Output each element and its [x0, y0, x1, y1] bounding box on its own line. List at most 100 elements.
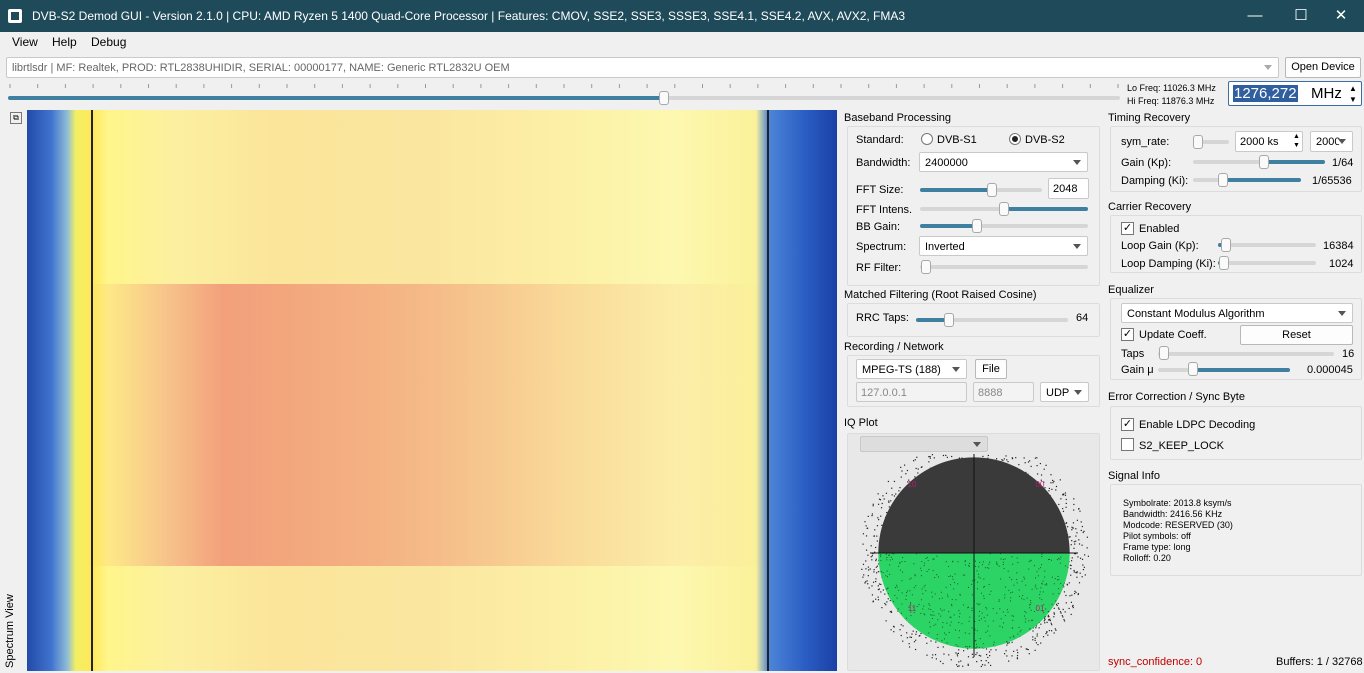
sym-rate-slider[interactable]	[1193, 135, 1203, 149]
window-title: DVB-S2 Demod GUI - Version 2.1.0 | CPU: …	[32, 9, 906, 23]
timing-damping-value: 1/65536	[1312, 175, 1352, 187]
iq-plot[interactable]: 10 00 11 01	[847, 433, 1100, 671]
device-select-value: librtlsdr | MF: Realtek, PROD: RTL2838UH…	[12, 62, 510, 74]
chevron-down-icon	[1338, 311, 1346, 316]
recording-group	[847, 355, 1100, 407]
protocol-select[interactable]: UDP	[1040, 382, 1089, 402]
minimize-button[interactable]: —	[1247, 7, 1263, 24]
eq-gain-value: 0.000045	[1307, 364, 1353, 376]
menu-view[interactable]: View	[12, 35, 38, 49]
equalizer-title: Equalizer	[1108, 284, 1154, 296]
equalizer-algorithm-select[interactable]: Constant Modulus Algorithm	[1121, 303, 1353, 323]
undock-icon[interactable]: ⧉	[10, 112, 22, 124]
device-select[interactable]: librtlsdr | MF: Realtek, PROD: RTL2838UH…	[6, 57, 1279, 78]
eq-gain-label: Gain μ	[1121, 364, 1154, 376]
bb-gain-slider[interactable]	[972, 219, 982, 233]
dvb-s1-radio[interactable]	[921, 133, 933, 145]
iq-symbol-mark: 00	[1036, 480, 1045, 489]
fft-size-input[interactable]: 2048	[1048, 178, 1089, 199]
sym-rate-select[interactable]: 2000	[1310, 131, 1353, 152]
signal-symbolrate: Symbolrate: 2013.8 ksym/s	[1123, 498, 1232, 508]
iq-symbol-mark: 01	[1036, 604, 1045, 613]
taps-slider[interactable]	[1159, 346, 1169, 360]
ldpc-checkbox[interactable]: ✓	[1121, 418, 1134, 431]
reset-button[interactable]: Reset	[1240, 325, 1353, 345]
file-button[interactable]: File	[975, 359, 1007, 379]
rf-filter-slider[interactable]	[921, 260, 931, 274]
signal-bandwidth: Bandwidth: 2416.56 KHz	[1123, 509, 1223, 519]
timing-damping-slider[interactable]	[1218, 173, 1228, 187]
spectrum-waterfall[interactable]	[27, 110, 837, 671]
loop-damping-slider[interactable]	[1219, 256, 1229, 270]
update-coeff-checkbox[interactable]: ✓	[1121, 328, 1134, 341]
loop-damping-label: Loop Damping (Ki):	[1121, 258, 1216, 270]
spin-up-icon[interactable]: ▲	[1349, 84, 1357, 93]
iq-symbol-mark: 11	[908, 604, 917, 613]
iq-mode-select[interactable]	[860, 436, 988, 452]
dvb-s1-label: DVB-S1	[937, 134, 977, 146]
chevron-down-icon	[1074, 390, 1082, 395]
keep-lock-checkbox[interactable]	[1121, 438, 1134, 451]
chevron-down-icon	[1073, 244, 1081, 249]
signal-group	[1110, 484, 1362, 576]
taps-value: 16	[1342, 348, 1355, 360]
port-input[interactable]: 8888	[973, 382, 1034, 402]
iq-title: IQ Plot	[844, 417, 878, 429]
standard-label: Standard:	[856, 134, 904, 146]
open-device-button[interactable]: Open Device	[1285, 57, 1361, 78]
timing-group	[1110, 126, 1362, 192]
dvb-s2-radio[interactable]	[1009, 133, 1021, 145]
spin-down-icon[interactable]: ▼	[1349, 95, 1357, 104]
sym-rate-spinbox[interactable]: 2000 ks ▲ ▼	[1235, 131, 1303, 152]
frequency-slider[interactable]	[8, 84, 1120, 105]
carrier-enabled-checkbox[interactable]: ✓	[1121, 222, 1134, 235]
rrc-taps-slider[interactable]	[944, 313, 954, 327]
menu-help[interactable]: Help	[52, 35, 77, 49]
loop-damping-value: 1024	[1329, 258, 1354, 270]
close-button[interactable]: ✕	[1334, 7, 1348, 24]
equalizer-algorithm-value: Constant Modulus Algorithm	[1127, 308, 1265, 320]
frequency-spinbox[interactable]: 1276,272 MHz ▲ ▼	[1228, 81, 1362, 106]
error-group	[1110, 406, 1362, 460]
baseband-group	[847, 126, 1100, 286]
ldpc-label: Enable LDPC Decoding	[1139, 419, 1256, 431]
timing-gain-slider[interactable]	[1259, 155, 1269, 169]
menu-bar: View Help Debug	[0, 32, 1364, 53]
format-value: MPEG-TS (188)	[862, 364, 941, 376]
loop-gain-value: 16384	[1323, 240, 1354, 252]
keep-lock-label: S2_KEEP_LOCK	[1139, 440, 1224, 452]
error-title: Error Correction / Sync Byte	[1108, 391, 1245, 403]
signal-modcode: Modcode: RESERVED (30)	[1123, 520, 1233, 530]
frequency-slider-handle[interactable]	[659, 91, 669, 105]
frequency-value: 1276,272	[1233, 85, 1298, 102]
eq-gain-slider[interactable]	[1188, 362, 1198, 376]
fft-intens-slider[interactable]	[999, 202, 1009, 216]
frequency-ticks	[9, 84, 1119, 88]
signal-frame-type: Frame type: long	[1123, 542, 1191, 552]
baseband-title: Baseband Processing	[844, 112, 952, 124]
ip-input[interactable]: 127.0.0.1	[856, 382, 967, 402]
maximize-button[interactable]: ☐	[1294, 7, 1308, 24]
spin-up-icon[interactable]: ▲	[1293, 133, 1300, 140]
spin-down-icon[interactable]: ▼	[1293, 142, 1300, 149]
spectrum-select[interactable]: Inverted	[919, 236, 1088, 256]
update-coeff-label: Update Coeff.	[1139, 329, 1207, 341]
chevron-down-icon	[952, 367, 960, 372]
dvb-s2-label: DVB-S2	[1025, 134, 1065, 146]
timing-damping-label: Damping (Ki):	[1121, 175, 1189, 187]
taps-label: Taps	[1121, 348, 1145, 360]
bandwidth-marker-right[interactable]	[767, 110, 769, 671]
timing-title: Timing Recovery	[1108, 112, 1191, 124]
loop-gain-label: Loop Gain (Kp):	[1121, 240, 1199, 252]
fft-size-slider[interactable]	[987, 183, 997, 197]
lo-freq-label: Lo Freq: 11026.3 MHz	[1127, 83, 1216, 93]
fft-size-label: FFT Size:	[856, 184, 904, 196]
format-select[interactable]: MPEG-TS (188)	[856, 359, 967, 379]
loop-gain-slider[interactable]	[1221, 238, 1231, 252]
spectrum-value: Inverted	[925, 241, 965, 253]
bandwidth-select[interactable]: 2400000	[919, 152, 1088, 172]
bandwidth-marker-left[interactable]	[91, 110, 93, 671]
carrier-title: Carrier Recovery	[1108, 201, 1192, 213]
ip-value: 127.0.0.1	[861, 387, 907, 399]
menu-debug[interactable]: Debug	[91, 35, 127, 49]
